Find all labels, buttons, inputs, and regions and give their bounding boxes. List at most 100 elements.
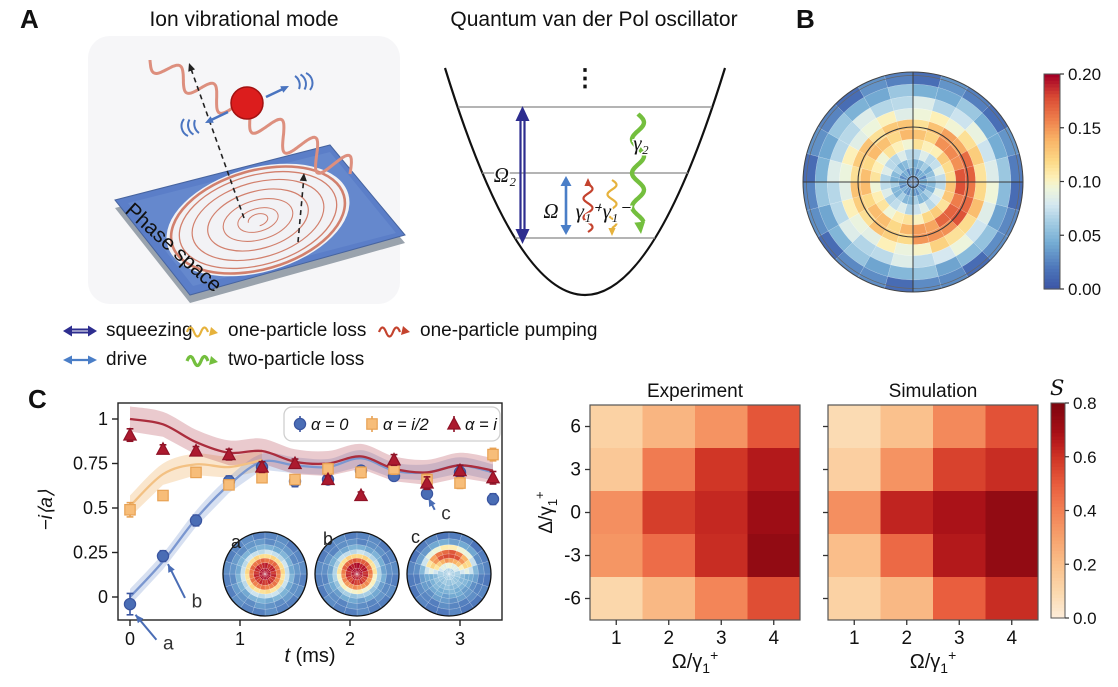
omega-label: Ω [543,199,558,223]
arrow-head [88,355,97,365]
data-marker-triangle [122,427,138,441]
one-particle-pumping-wavy-icon [377,326,410,338]
dashed-arrow-head [299,173,307,182]
drive-arrow-icon [63,355,97,365]
colorbar-strip [1044,201,1060,206]
colorbar-strip [1044,157,1060,162]
data-marker-triangle [287,455,303,470]
polar-sector [912,223,927,236]
colorbar-strip [1051,534,1065,538]
x-tick-label: 1 [611,628,622,649]
level-dots: ⋮ [573,65,597,92]
gamma1-minus-head [608,228,616,236]
data-marker-square [190,466,202,479]
colorbar-strip [1044,147,1060,152]
heatmap-cell [985,491,1039,535]
heatmap-cell [747,534,801,578]
panel-b-colorbar: 0.20 0.15 0.10 0.05 0.00 [1043,65,1101,299]
colorbar-strip [1051,604,1065,609]
ripple-arc [180,118,189,137]
gamma2-head [634,221,646,234]
heatmap-cell [828,577,881,621]
colorbar-strip [1044,184,1060,189]
colorbar-strip [1051,540,1065,545]
colorbar-strip [1044,74,1060,78]
arrow-head [63,355,72,365]
heatmap-cell [880,448,934,492]
x-axis-label: Ω/γ1+ [910,647,957,676]
y-tick-label: 0 [570,503,581,524]
legend-label-one-particle-pumping: one-particle pumping [420,320,598,341]
omega2-label: Ω₂ [494,163,517,187]
limit-cycle-group [166,163,350,277]
qvdp-well-diagram: ⋮ Ω₂ Ω γ₁⁺ γ₁⁻ γ₂ [443,65,727,296]
squeezing-arrow-head [515,106,530,121]
gamma1-minus-label: γ₁⁻ [603,199,632,223]
heatmap-cell [828,405,881,449]
heatmap-cell [590,405,643,449]
x-tick-label: 3 [455,629,465,649]
dashed-line [297,175,305,243]
colorbar-strip [1044,84,1060,89]
colorbar-strip [1051,423,1065,428]
colorbar-strip [1051,594,1065,599]
panel-c-label: C [28,384,47,414]
limit-cycle-ring [222,198,294,242]
colorbar-strip [1044,90,1060,95]
annotation-arrow-head [167,564,175,573]
colorbar-strip [1051,520,1065,525]
colorbar-strip [1044,114,1060,119]
y-axis-label: Δ/γ1+ [532,491,560,533]
colorbar-strip [1044,191,1060,196]
heatmap-cell [642,577,696,621]
colorbar-strip [1051,460,1065,465]
colorbar-strip [1044,154,1060,159]
heatmap-cell [880,405,934,449]
colorbar-strip [1051,470,1065,475]
colorbar-strip [1051,493,1065,498]
colorbar-strip [1044,241,1060,246]
legend-label-squeezing: squeezing [106,320,193,341]
legend-item-one-particle-pumping: one-particle pumping [376,320,597,342]
panel-b-label: B [796,4,815,34]
arrow-head [63,325,72,337]
colorbar-strip [1044,131,1060,136]
colorbar-strip [1044,188,1060,193]
colorbar-strip [1051,486,1065,491]
data-marker-triangle [446,416,462,430]
panel-b-sectors [802,71,1024,293]
x-axis-label: t (ms) [284,645,335,667]
colorbar-tick-label: 0.15 [1068,119,1101,138]
colorbar-strip [1051,537,1065,542]
colorbar-strip [1051,429,1065,434]
two-particle-loss-wavy-icon [185,354,218,368]
colorbar-strip [1044,235,1060,240]
colorbar-tick-label: 0.00 [1068,280,1101,299]
colorbar-strip [1051,564,1065,569]
dashed-arrow-head [188,63,196,72]
experiment-heatmap: 1 2 3 4 6 3 0 -3 -6 Ω/γ1+ Δ/γ1+ [532,404,801,676]
x-tick-label: 0 [125,629,135,649]
y-tick-label: -6 [564,589,581,610]
data-marker-square [454,477,466,489]
colorbar-strip [1044,255,1060,260]
drive-arrow-head [560,225,572,235]
heatmap-cell [695,534,748,578]
colorbar-strip [1044,107,1060,112]
colorbar-strip [1051,416,1065,421]
colorbar-strip [1051,476,1065,481]
x-tick-label: 2 [345,629,355,649]
drive-arrow-head [560,176,572,186]
colorbar-strip [1051,433,1065,438]
ripple-arc [294,75,301,90]
colorbar-strip [1044,121,1060,125]
data-marker-circle [156,549,170,563]
colorbar-strip [1044,171,1060,176]
inset-outline [314,531,400,617]
annotation-arrow-head [135,614,144,624]
polar-sector [859,181,872,196]
colorbar-strip [1044,164,1060,169]
colorbar-tick-label: 0.8 [1073,394,1097,413]
colorbar-strip [1051,517,1065,522]
